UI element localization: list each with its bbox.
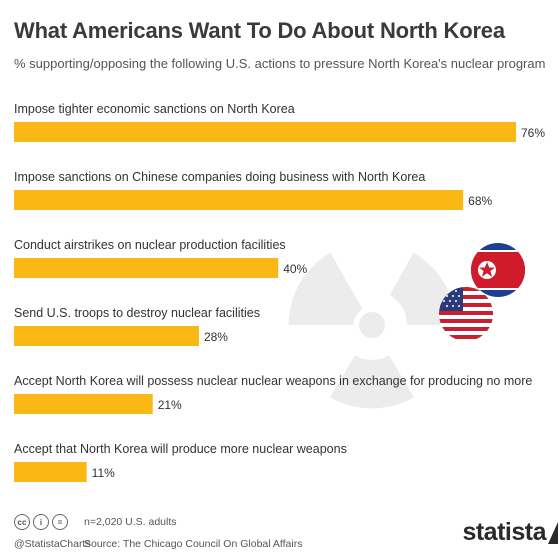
- value-label: 40%: [283, 262, 307, 276]
- bars-layer: Impose tighter economic sanctions on Nor…: [14, 102, 545, 482]
- bar: [14, 394, 153, 414]
- category-label: Send U.S. troops to destroy nuclear faci…: [14, 306, 260, 320]
- nd-icon: =: [52, 514, 68, 530]
- chart-area: Impose tighter economic sanctions on Nor…: [14, 102, 545, 482]
- value-label: 28%: [204, 330, 228, 344]
- value-label: 21%: [158, 398, 182, 412]
- radiation-icon: [288, 252, 456, 409]
- cc-icon: cc: [14, 514, 30, 530]
- category-label: Impose sanctions on Chinese companies do…: [14, 170, 425, 184]
- statista-logo-mark: [548, 522, 558, 544]
- north-korea-flag-icon: [471, 243, 525, 297]
- us-flag-icon: [439, 287, 493, 341]
- category-label: Impose tighter economic sanctions on Nor…: [14, 102, 295, 116]
- bar: [14, 122, 516, 142]
- chart-subtitle: % supporting/opposing the following U.S.…: [14, 56, 546, 71]
- category-label: Accept that North Korea will produce mor…: [14, 442, 347, 456]
- bar: [14, 462, 87, 482]
- twitter-handle[interactable]: @StatistaCharts: [14, 538, 91, 550]
- category-label: Conduct airstrikes on nuclear production…: [14, 238, 286, 252]
- category-label: Accept North Korea will possess nuclear …: [14, 374, 532, 388]
- value-label: 68%: [468, 194, 492, 208]
- bar: [14, 190, 464, 210]
- statista-logo[interactable]: statista: [462, 518, 546, 546]
- bar: [14, 326, 199, 346]
- sample-note: n=2,020 U.S. adults: [84, 516, 177, 528]
- by-icon: i: [33, 514, 49, 530]
- value-label: 11%: [92, 466, 115, 480]
- source-note: Source: The Chicago Council On Global Af…: [84, 538, 303, 550]
- license-icons: cc i =: [14, 514, 68, 530]
- bar: [14, 258, 279, 278]
- chart-title: What Americans Want To Do About North Ko…: [14, 18, 505, 43]
- footer: cc i = @StatistaCharts n=2,020 U.S. adul…: [0, 506, 560, 560]
- value-label: 76%: [521, 126, 545, 140]
